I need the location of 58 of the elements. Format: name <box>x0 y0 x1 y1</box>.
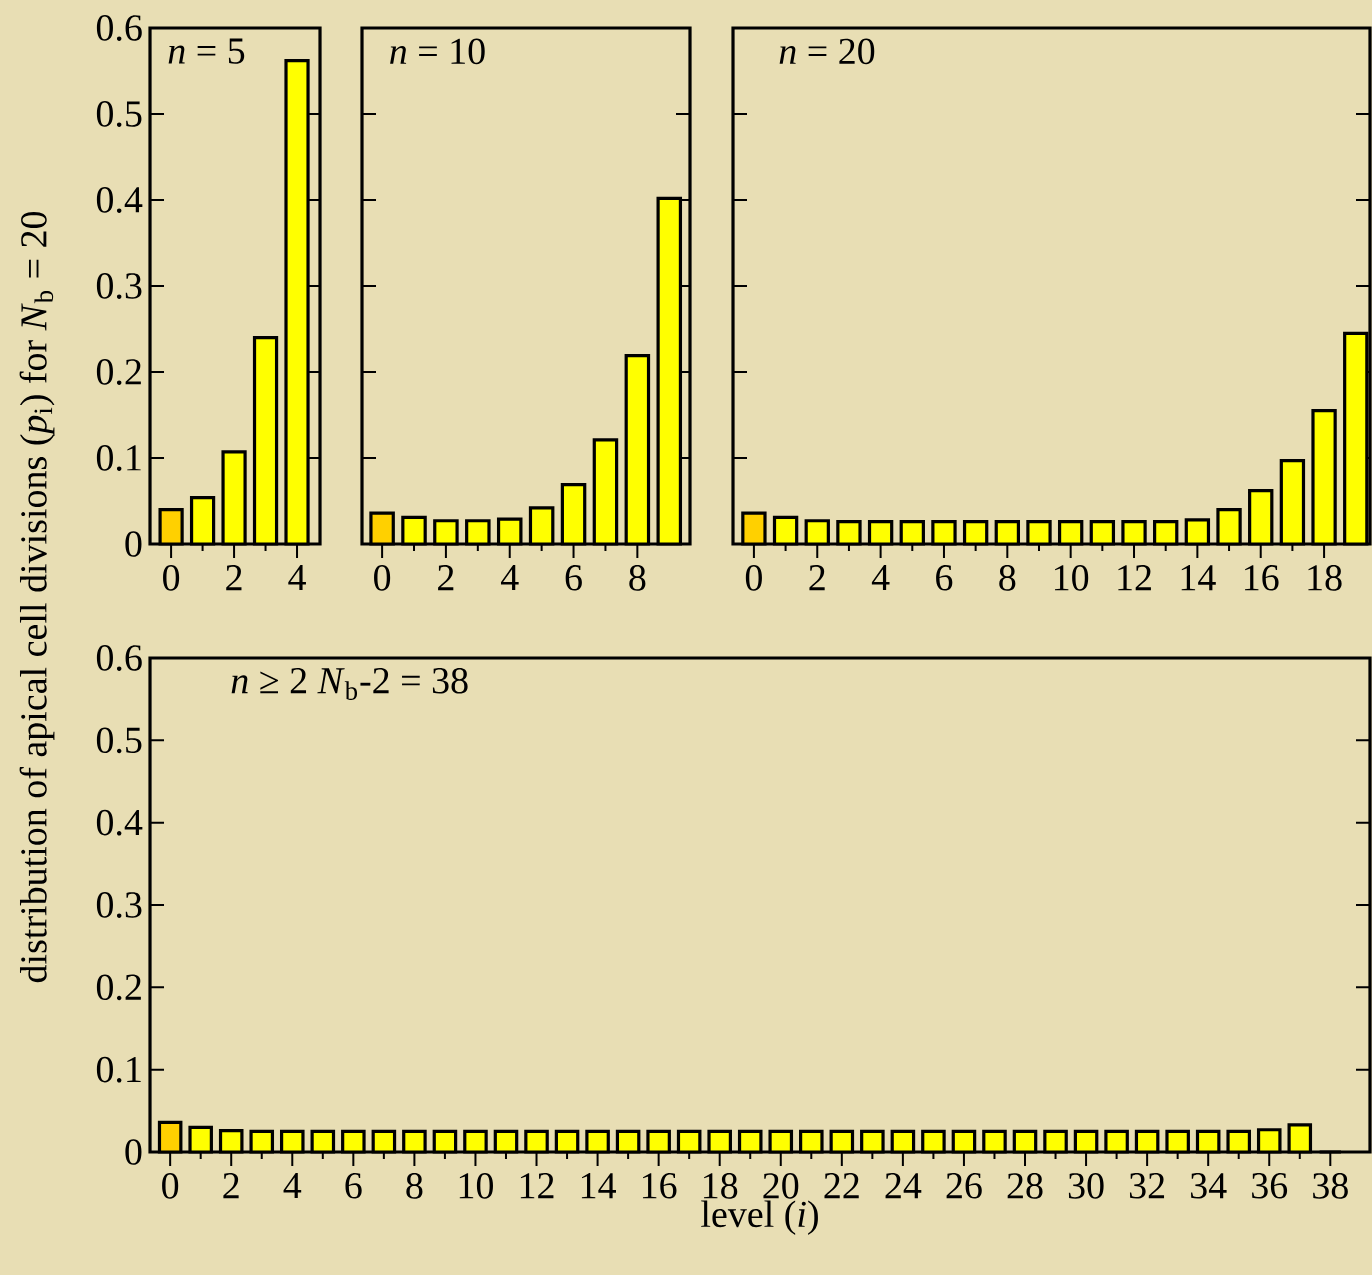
x-tick-label: 10 <box>459 1173 493 1199</box>
x-axis-title: level (i) <box>701 1200 818 1235</box>
y-tick-label: 0.1 <box>96 445 141 471</box>
x-tick-label: 2 <box>223 1173 239 1199</box>
x-tick-label: 34 <box>1191 1173 1227 1199</box>
y-tick-label: 0.6 <box>96 645 142 671</box>
chart-title: n ≥ 2 N$_{b}$-2 = 38 <box>231 667 468 700</box>
x-tick-label: 14 <box>1181 565 1216 591</box>
x-tick-label: 0 <box>374 565 391 591</box>
x-tick-label: 32 <box>1129 1173 1165 1199</box>
x-tick-label: 0 <box>162 1173 179 1199</box>
y-tick-label: 0.2 <box>96 359 141 385</box>
x-tick-label: 4 <box>288 565 306 591</box>
x-tick-label: 20 <box>763 1173 799 1199</box>
x-tick-label: 28 <box>1007 1173 1043 1199</box>
x-tick-label: 8 <box>406 1173 423 1199</box>
y-tick-label: 0 <box>125 531 142 557</box>
x-tick-label: 18 <box>1308 565 1342 591</box>
y-tick-label: 0.1 <box>96 1056 141 1083</box>
chart-title: n = 10 <box>390 38 485 65</box>
x-tick-label: 38 <box>1313 1173 1348 1199</box>
chart-title: n = 5 <box>168 38 245 64</box>
y-tick-label: 0.2 <box>96 974 141 1001</box>
x-tick-label: 16 <box>642 1173 677 1199</box>
x-tick-label: 6 <box>345 1173 362 1199</box>
y-axis-title: distribution of apical cell divisions (p$_{i}$) for N$_{b}$ = 20 <box>19 211 55 983</box>
x-tick-label: 6 <box>936 565 953 591</box>
x-tick-label: 12 <box>1118 565 1151 591</box>
x-tick-label: 6 <box>565 565 582 591</box>
y-tick-label: 0.4 <box>96 809 143 836</box>
y-tick-label: 0.3 <box>96 273 142 299</box>
x-tick-label: 4 <box>871 565 890 591</box>
x-tick-label: 30 <box>1068 1173 1104 1199</box>
y-tick-label: 0 <box>125 1139 142 1165</box>
y-tick-label: 0.3 <box>96 892 142 918</box>
y-tick-label: 0.4 <box>96 187 143 213</box>
x-tick-label: 0 <box>745 565 762 591</box>
x-tick-label: 4 <box>283 1173 302 1199</box>
x-tick-label: 2 <box>809 565 825 591</box>
chart-title: n = 20 <box>779 38 875 65</box>
x-tick-label: 16 <box>1245 565 1279 591</box>
x-tick-label: 14 <box>581 1173 616 1199</box>
x-tick-label: 24 <box>885 1173 922 1199</box>
x-tick-label: 8 <box>999 565 1016 591</box>
x-tick-label: 2 <box>438 565 454 591</box>
y-tick-label: 0.5 <box>96 101 142 127</box>
x-tick-label: 26 <box>946 1173 982 1199</box>
x-tick-label: 18 <box>704 1173 738 1199</box>
x-tick-label: 12 <box>520 1173 554 1199</box>
x-tick-label: 0 <box>163 565 180 591</box>
x-tick-label: 22 <box>824 1173 859 1199</box>
x-tick-label: 2 <box>226 565 242 591</box>
x-tick-label: 10 <box>1054 565 1089 591</box>
x-tick-label: 4 <box>500 565 519 591</box>
x-tick-label: 36 <box>1252 1173 1288 1199</box>
x-tick-label: 8 <box>629 565 646 591</box>
y-tick-label: 0.6 <box>96 15 142 41</box>
y-tick-label: 0.5 <box>96 727 142 754</box>
